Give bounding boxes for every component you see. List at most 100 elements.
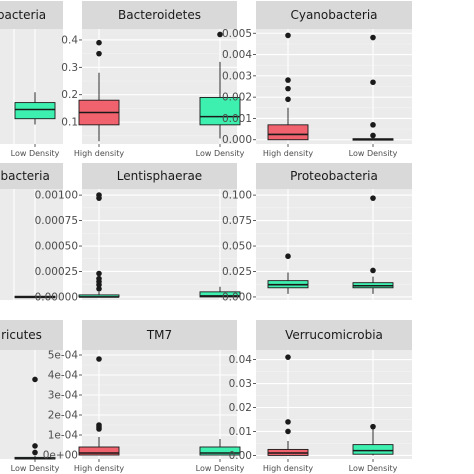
x-tick-label: Low Density [11,464,60,473]
outlier-point [285,77,291,83]
y-tick-label: 0.001 [222,113,252,125]
outlier-point [96,422,102,428]
y-tick-label: 1e-04 [48,430,79,442]
facet-strip [82,320,237,350]
box-iqr [352,444,394,455]
y-tick-label: 0.00100 [35,190,78,202]
y-tick-label: 0.00075 [35,215,78,227]
facet-title: bacteria [0,8,46,22]
y-tick-label: 0.100 [222,190,252,202]
outlier-point [370,267,376,274]
y-tick-label: 0.1 [61,117,78,129]
y-tick-label: 3e-04 [48,390,79,402]
y-tick-label: 0.00025 [35,266,78,278]
facet-strip [82,1,237,29]
panel-background [0,29,63,144]
outlier-point [96,285,102,292]
outlier-point [32,449,38,456]
panel-background [0,350,63,459]
outlier-point [32,376,38,383]
y-tick-label: 0.02 [229,402,252,414]
outlier-point [285,428,291,435]
y-tick-label: 0.050 [222,241,252,253]
facet-title: obacteria [0,169,50,183]
y-tick-label: 0.075 [222,215,252,227]
outlier-point [285,354,291,360]
y-tick-label: 0.04 [229,354,253,366]
outlier-point [96,39,102,46]
facet-title: Cyanobacteria [290,8,377,22]
panel-background [82,189,237,300]
panel-background [82,350,237,459]
outlier-point [285,419,291,425]
y-tick-label: 0.000 [222,134,252,146]
y-tick-label: 2e-04 [48,410,79,422]
facet-strip [0,320,63,350]
outlier-point [96,192,102,198]
y-tick-label: 0.005 [222,28,252,40]
x-tick-label: Low Density [196,149,245,158]
y-tick-label: 0.004 [222,49,252,61]
facet-strip [256,163,412,189]
outlier-point [285,96,291,103]
y-tick-label: 0.01 [229,426,252,438]
facet-title: Bacteroidetes [118,8,201,22]
y-tick-label: 0.2 [61,89,78,101]
outlier-point [32,443,38,449]
outlier-point [370,423,376,430]
box-iqr [199,97,241,126]
outlier-point [96,356,102,362]
outlier-point [370,195,376,201]
facet-strip [0,163,63,189]
y-tick-label: 0.00 [229,450,252,462]
x-tick-label: Low Density [349,464,398,473]
x-tick-label: Low Density [349,149,398,158]
box-iqr [199,446,241,456]
y-tick-label: 0.00000 [35,291,78,303]
y-tick-label: 0.03 [229,378,252,390]
outlier-point [370,132,376,139]
x-tick-label: Low Density [196,464,245,473]
facet-strip [82,163,237,189]
outlier-point [96,270,102,277]
panel-background [256,350,412,459]
facet-title: Proteobacteria [290,169,378,183]
outlier-point [370,122,376,128]
facet-title: Lentisphaerae [117,169,202,183]
x-tick-label: Low Density [11,149,60,158]
panel-background [0,189,63,300]
y-tick-label: 0.002 [222,92,252,104]
y-tick-label: 0.003 [222,70,252,82]
facet-title: TM7 [146,328,172,342]
x-tick-label: High density [74,464,125,473]
y-tick-label: 0e+00 [43,450,78,462]
facet-strip [256,320,412,350]
outlier-point [285,253,291,260]
facet-strip [256,1,412,29]
x-tick-label: High density [263,149,314,158]
panel-background [82,29,237,144]
y-tick-label: 0.000 [222,291,252,303]
x-tick-label: High density [263,464,314,473]
y-tick-label: 5e-04 [48,350,79,362]
y-tick-label: 0.4 [61,34,78,46]
outlier-point [96,50,102,57]
facet-title: Verrucomicrobia [285,328,383,342]
outlier-point [285,85,291,92]
y-tick-label: 4e-04 [48,370,79,382]
y-tick-label: 0.025 [222,266,252,278]
box-iqr [267,124,309,141]
y-tick-label: 0.3 [61,62,78,74]
x-tick-label: High density [74,149,125,158]
box-iqr [14,102,56,120]
box-iqr [199,291,241,298]
box-iqr [78,446,120,456]
outlier-point [285,32,291,39]
outlier-point [370,34,376,41]
outlier-point [370,79,376,86]
outlier-point [96,275,102,282]
facet-strip [0,1,63,29]
outlier-point [217,31,223,38]
y-tick-label: 0.00050 [35,241,78,253]
